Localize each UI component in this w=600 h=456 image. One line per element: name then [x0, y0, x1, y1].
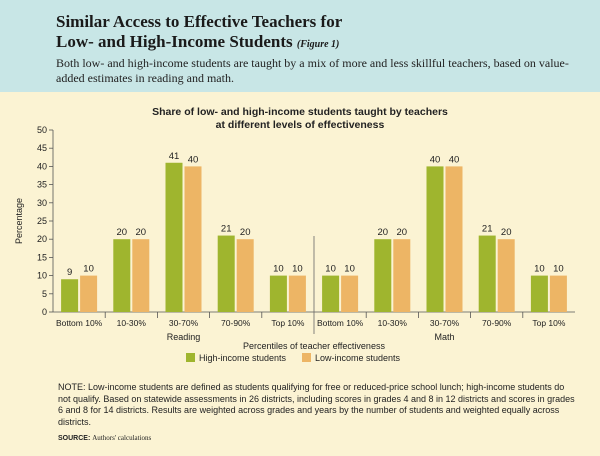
bar-high-income [322, 275, 340, 312]
legend-label: Low-income students [315, 353, 401, 363]
x-tick-label: Bottom 10% [56, 318, 103, 328]
y-tick-label: 10 [37, 271, 47, 281]
y-tick-label: 5 [42, 289, 47, 299]
y-tick-label: 0 [42, 307, 47, 317]
group-label: Reading [167, 332, 201, 342]
bar-value-label: 10 [553, 264, 564, 275]
bar-value-label: 40 [449, 154, 460, 165]
y-tick-label: 35 [37, 180, 47, 190]
chart-note: NOTE: Low-income students are defined as… [58, 382, 575, 427]
bar-high-income [165, 162, 183, 312]
bar-low-income [341, 275, 359, 312]
bar-value-label: 10 [344, 264, 355, 275]
y-tick-label: 15 [37, 252, 47, 262]
source-text: Authors' calculations [92, 434, 152, 442]
chart-title-line-2: at different levels of effectiveness [215, 119, 385, 131]
bar-value-label: 10 [83, 264, 94, 275]
x-axis-label: Percentiles of teacher effectiveness [243, 341, 385, 351]
bar-high-income [374, 239, 392, 312]
bar-value-label: 10 [325, 264, 336, 275]
bar-high-income [478, 235, 496, 312]
title-line-1: Similar Access to Effective Teachers for [56, 12, 343, 31]
x-tick-label: 10-30% [117, 318, 147, 328]
bar-low-income [236, 239, 254, 312]
bar-value-label: 10 [273, 264, 284, 275]
bar-low-income [549, 275, 567, 312]
bar-value-label: 41 [169, 151, 180, 162]
y-tick-label: 20 [37, 234, 47, 244]
bar-value-label: 10 [292, 264, 303, 275]
bar-value-label: 20 [397, 227, 408, 238]
bar-value-label: 20 [117, 227, 128, 238]
y-tick-label: 45 [37, 143, 47, 153]
chart-title: Share of low- and high-income students t… [0, 106, 600, 132]
bar-high-income [61, 279, 79, 312]
source-label: SOURCE: [58, 435, 91, 442]
figure-title: Similar Access to Effective Teachers for… [56, 12, 342, 55]
x-tick-label: 30-70% [169, 318, 199, 328]
y-axis-label: Percentage [14, 198, 24, 244]
legend-swatch-high-income [186, 353, 195, 362]
figure-subtitle: Both low- and high-income students are t… [56, 56, 569, 85]
legend-label: High-income students [199, 353, 287, 363]
bar-value-label: 40 [430, 154, 441, 165]
bar-value-label: 20 [378, 227, 389, 238]
x-tick-label: 70-90% [221, 318, 251, 328]
bar-high-income [530, 275, 548, 312]
bar-value-label: 20 [136, 227, 147, 238]
bar-value-label: 20 [240, 227, 251, 238]
group-label: Math [434, 332, 454, 342]
x-tick-label: 70-90% [482, 318, 512, 328]
bar-low-income [497, 239, 515, 312]
x-tick-label: Top 10% [532, 318, 566, 328]
title-line-2: Low- and High-Income Students [56, 32, 293, 51]
x-tick-label: Bottom 10% [317, 318, 364, 328]
bar-low-income [184, 166, 202, 312]
legend-swatch-low-income [302, 353, 311, 362]
bar-low-income [393, 239, 411, 312]
bar-low-income [132, 239, 150, 312]
x-tick-label: 10-30% [378, 318, 408, 328]
bar-value-label: 21 [482, 224, 493, 235]
bar-low-income [445, 166, 463, 312]
bar-high-income [269, 275, 287, 312]
figure-header: Similar Access to Effective Teachers for… [0, 0, 600, 92]
bar-high-income [426, 166, 444, 312]
figure-label: (Figure 1) [296, 39, 340, 50]
bar-high-income [113, 239, 131, 312]
chart-source: SOURCE: Authors' calculations [58, 434, 151, 442]
bar-low-income [80, 275, 98, 312]
x-tick-label: Top 10% [271, 318, 305, 328]
chart-title-line-1: Share of low- and high-income students t… [152, 106, 448, 118]
bar-value-label: 9 [67, 267, 72, 278]
bar-high-income [217, 235, 235, 312]
y-tick-label: 50 [37, 125, 47, 135]
bar-value-label: 40 [188, 154, 199, 165]
y-tick-label: 40 [37, 161, 47, 171]
bar-value-label: 21 [221, 224, 232, 235]
bar-value-label: 20 [501, 227, 512, 238]
bar-value-label: 10 [534, 264, 545, 275]
x-tick-label: 30-70% [430, 318, 460, 328]
bar-low-income [288, 275, 306, 312]
y-tick-label: 30 [37, 198, 47, 208]
y-tick-label: 25 [37, 216, 47, 226]
